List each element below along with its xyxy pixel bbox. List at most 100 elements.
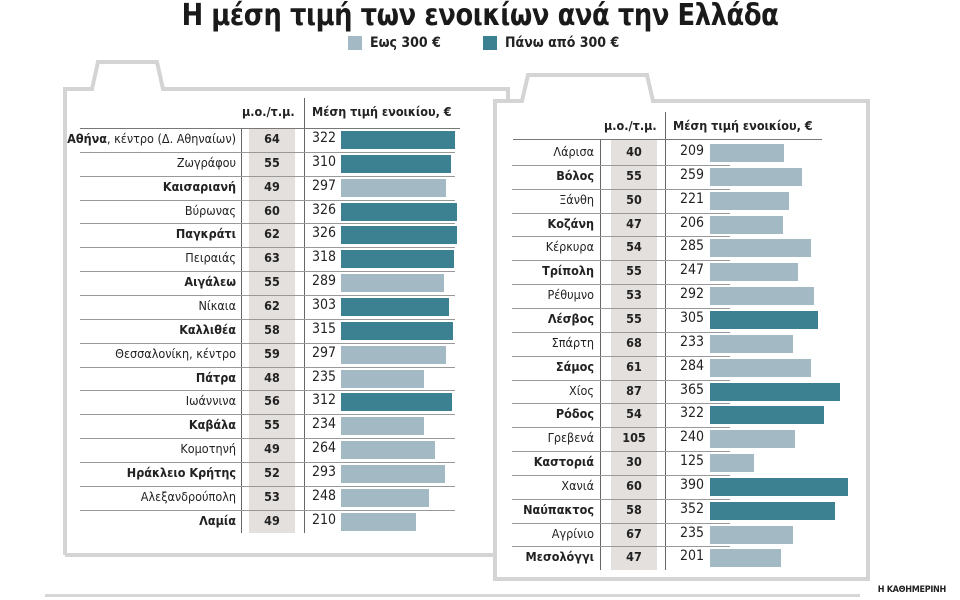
avg-price-per-sqm: 68 [626,334,642,350]
table-row: Χίος 87 365 [0,379,960,404]
row-separator [80,485,455,487]
row-separator [80,414,455,416]
avg-column-bg [249,128,295,534]
table-row: Λαμία 49 210 [0,509,960,534]
row-separator [80,151,455,153]
rent-bar [710,215,784,234]
row-separator [512,474,730,476]
rent-bar [341,226,457,245]
city-name: Αλεξανδρούπολη [140,488,236,504]
city-name: Σπάρτη [551,334,594,350]
legend-label-high: Πάνω από 300 € [505,35,620,51]
row-label: Σάμος [556,359,594,374]
rent-bar [710,287,814,306]
row-separator [80,271,455,273]
city-name: Καβάλα [188,417,236,433]
rent-column-header: Μέση τιμή ενοικίου, € [673,118,813,133]
row-label: Λάρισα [553,144,594,159]
row-separator [512,403,730,405]
avg-price-per-sqm: 49 [264,441,280,457]
row-separator [512,188,730,190]
avg-price-per-sqm: 53 [264,488,280,504]
row-separator [512,522,730,524]
city-name: Ρόδος [555,406,594,422]
row-label: Αλεξανδρούπολη [141,489,236,504]
table-row: Παγκράτι 62 326 [0,223,960,247]
city-name: Βύρωνας [184,202,236,218]
row-label: Παγκράτι [176,226,236,241]
avg-price-per-sqm: 55 [626,310,642,326]
rent-value-label: 352 [680,500,705,517]
city-name: Τρίπολη [542,263,594,279]
city-name: Χανιά [561,477,594,493]
city-name: Λαμία [199,512,236,528]
table-row: Ρέθυμνο 53 292 [0,284,960,308]
avg-price-per-sqm: 55 [264,154,280,170]
rent-bar [710,454,755,473]
row-separator [80,461,455,463]
rent-bar [710,406,825,425]
row-separator [512,260,730,262]
row-separator [512,212,730,214]
rent-bar [341,417,425,436]
avg-price-per-sqm: 54 [626,239,642,255]
chart-title: Η μέση τιμή των ενοικίων ανά την Ελλάδα [181,0,779,33]
city-name: Χίος [569,382,594,398]
rent-value-label: 206 [680,214,705,231]
header-rule [513,139,822,140]
table-row: Καβάλα 55 234 [0,414,960,438]
table-row: Αθήνα, κέντρο (Δ. Αθηναίων) 64 322 [0,128,960,152]
table-row: Λάρισα 40 209 [0,141,960,165]
row-label: Τρίπολη [542,263,594,278]
table-row: Αλεξανδρούπολη 53 248 [0,485,960,510]
row-label: Λαμία [199,513,236,528]
city-name: Ιωάννινα [185,393,236,409]
row-separator [512,307,730,309]
rent-bar [341,393,452,412]
bottom-rule [45,594,860,597]
row-label: Θεσσαλονίκη, κέντρο [115,346,236,361]
rent-value-label: 303 [312,296,337,313]
table-row: Καισαριανή 49 297 [0,175,960,200]
avg-price-per-sqm: 54 [626,406,642,422]
rent-bar [710,334,793,353]
rent-value-label: 125 [680,453,705,470]
table-row: Τρίπολη 55 247 [0,260,960,284]
rent-bar [710,239,812,258]
left-panel-frame [63,60,510,555]
rent-value-label: 312 [312,392,337,409]
rent-bar [341,464,445,483]
table-row: Σάμος 61 284 [0,355,960,380]
city-name: Μεσολόγγι [525,549,595,565]
rent-value-label: 264 [312,440,337,457]
table-row: Καστοριά 30 125 [0,451,960,475]
avg-price-per-sqm: 48 [264,369,280,385]
table-row: Θεσσαλονίκη, κέντρο 59 297 [0,342,960,367]
rent-value-label: 305 [680,309,705,326]
row-label: Κέρκυρα [546,239,594,254]
avg-price-per-sqm: 63 [264,250,280,266]
table-row: Σπάρτη 68 233 [0,331,960,356]
rent-bar [710,549,782,568]
city-name: Ναύπακτος [523,501,594,517]
rent-bar [341,178,447,197]
rent-value-label: 234 [312,416,337,433]
table-row: Ξάνθη 50 221 [0,188,960,213]
city-name: Κομοτηνή [180,441,236,457]
rent-bar [341,131,456,149]
row-label: Ζωγράφου [177,155,236,170]
table-row: Κέρκυρα 54 285 [0,236,960,260]
row-label: Ηράκλειο Κρήτης [127,465,236,480]
rent-value-label: 248 [312,487,337,504]
rent-value-label: 310 [312,153,337,170]
avg-price-per-sqm: 53 [626,287,642,303]
legend-item-high: Πάνω από 300 € [483,35,619,51]
row-label: Βύρωνας [185,203,236,218]
rent-bar [710,263,798,282]
rent-bar [341,345,447,364]
city-name: Νίκαια [198,297,236,313]
city-name: Αθήνα [67,131,107,146]
row-label: Λέσβος [548,311,594,326]
row-separator [80,223,455,225]
avg-price-per-sqm: 40 [626,144,642,159]
